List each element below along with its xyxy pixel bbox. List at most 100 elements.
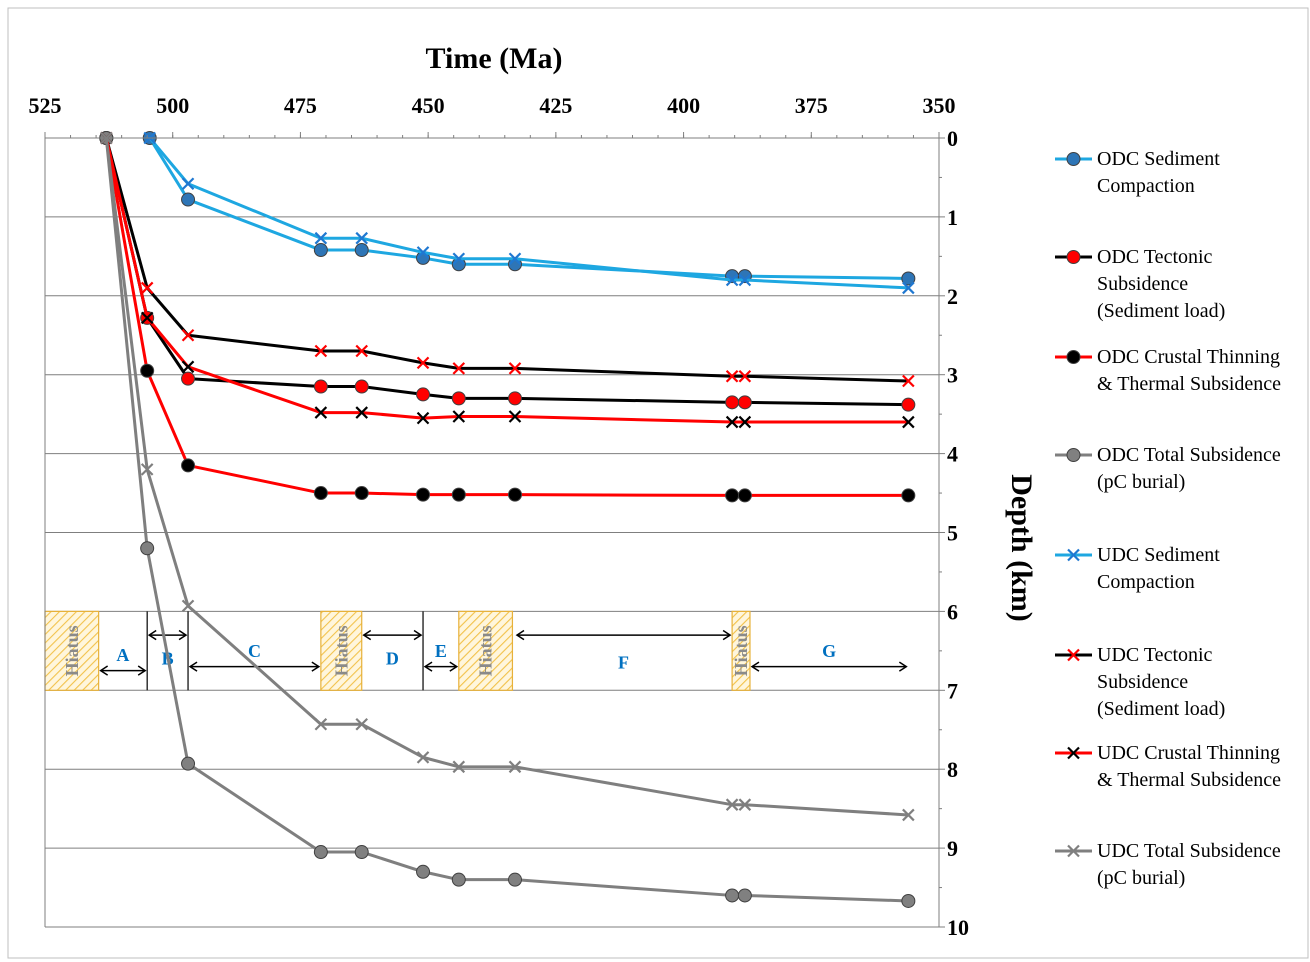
data-point — [725, 415, 739, 429]
x-tick-label: 450 — [412, 93, 445, 118]
data-point — [452, 760, 466, 774]
chart-frame — [7, 7, 1309, 959]
axes: Time (Ma) Depth (km) 525 500 475 450 425 400 3… — [29, 42, 1039, 940]
legend-label: Subsidence — [1097, 273, 1188, 295]
y-tick-label: 7 — [947, 678, 958, 703]
legend-entry: ODC Tectonic Subsidence (Sediment load) — [1055, 246, 1225, 322]
legend-label: Subsidence — [1097, 671, 1188, 693]
legend-label: & Thermal Subsidence — [1097, 373, 1281, 395]
legend-label: UDC Tectonic — [1097, 644, 1213, 666]
data-point — [737, 395, 752, 410]
data-point — [181, 371, 196, 386]
data-point — [416, 356, 430, 370]
data-point — [355, 406, 369, 419]
legend-label: ODC Total Subsidence — [1097, 444, 1281, 466]
data-point — [901, 397, 916, 412]
data-point — [416, 487, 431, 502]
arrow-head — [137, 665, 147, 676]
data-point — [725, 888, 740, 903]
data-point — [507, 487, 522, 502]
series-7 — [100, 131, 915, 822]
legend-entry: ODC Crustal Thinning & Thermal Subsidence — [1055, 346, 1281, 395]
data-point — [313, 243, 328, 258]
legend: ODC Sediment Compaction ODC Tectonic Subsid… — [1055, 148, 1281, 889]
arrow-head — [188, 661, 198, 672]
legend-entry: ODC Total Subsidence (pC burial) — [1055, 444, 1281, 493]
legend-label: ODC Sediment — [1097, 148, 1220, 170]
x-tick-label: 525 — [29, 93, 62, 118]
legend-swatch-marker — [1066, 152, 1081, 166]
data-point — [355, 231, 369, 245]
data-point — [181, 328, 195, 342]
legend-label: (Sediment load) — [1097, 698, 1225, 720]
data-point — [313, 379, 328, 394]
data-point — [181, 360, 195, 374]
legend-entry: UDC Crustal Thinning & Thermal Subsidence — [1055, 742, 1281, 791]
interval-label: A — [116, 645, 129, 665]
arrow-head — [413, 629, 423, 641]
y-tick-label: 5 — [947, 521, 958, 546]
hiatus-box: Hiatus — [320, 610, 363, 691]
interval-label: C — [248, 641, 261, 661]
y-tick-label: 8 — [947, 757, 958, 782]
legend-entry: ODC Sediment Compaction — [1055, 148, 1220, 197]
y-tick-label: 6 — [947, 599, 958, 624]
legend-label: (pC burial) — [1097, 471, 1185, 493]
legend-swatch-marker — [1066, 250, 1081, 264]
data-point — [354, 845, 369, 860]
data-point — [737, 888, 752, 903]
legend-label: ODC Crustal Thinning — [1097, 346, 1280, 368]
legend-swatch-marker — [1067, 648, 1080, 662]
legend-swatch-marker — [1066, 350, 1081, 364]
legend-label: (pC burial) — [1097, 867, 1185, 889]
arrow-head — [178, 629, 188, 641]
legend-label: UDC Crustal Thinning — [1097, 742, 1280, 764]
hiatus-label: Hiatus — [476, 625, 496, 676]
hiatus-label: Hiatus — [62, 625, 82, 676]
interval-label: D — [386, 649, 399, 669]
arrow-head — [722, 629, 732, 641]
data-point — [451, 487, 466, 502]
y-tick-label: 10 — [947, 915, 969, 940]
data-point — [902, 808, 915, 822]
legend-entry: UDC Sediment Compaction — [1055, 544, 1220, 593]
data-point — [452, 410, 466, 423]
data-point — [140, 541, 155, 556]
hiatus-label: Hiatus — [331, 625, 351, 676]
data-point — [416, 387, 431, 402]
hiatus-hatch — [458, 610, 514, 691]
interval-f: F — [515, 629, 732, 673]
hiatus-label: Hiatus — [731, 625, 751, 676]
data-point — [140, 311, 154, 325]
data-point — [181, 177, 195, 191]
x-tick-label: 500 — [156, 93, 189, 118]
data-point — [416, 246, 430, 259]
data-point — [738, 273, 752, 287]
legend-label: ODC Tectonic — [1097, 246, 1213, 268]
data-point — [181, 192, 196, 207]
hiatus-hatch — [44, 610, 100, 691]
legend-swatch-marker — [1067, 746, 1080, 760]
interval-label: G — [822, 641, 836, 661]
legend-entry: UDC Total Subsidence (pC burial) — [1055, 840, 1281, 889]
data-point — [416, 411, 430, 425]
arrow-head — [898, 661, 908, 672]
interval-label: F — [618, 653, 629, 673]
data-point — [314, 406, 328, 419]
data-point — [314, 717, 328, 731]
data-point — [507, 391, 522, 406]
arrow-head — [750, 661, 760, 672]
data-point — [901, 488, 916, 503]
x-tick-label: 425 — [539, 93, 572, 118]
data-point — [140, 281, 154, 295]
data-point — [451, 391, 466, 406]
interval-a: A — [99, 645, 147, 676]
x-tick-label: 400 — [667, 93, 700, 118]
legend-label: & Thermal Subsidence — [1097, 769, 1281, 791]
legend-swatch-marker — [1066, 448, 1081, 462]
data-point — [737, 488, 752, 503]
data-point — [354, 243, 369, 258]
y-axis-title: Depth (km) — [1005, 474, 1038, 622]
legend-label: Compaction — [1097, 571, 1195, 593]
